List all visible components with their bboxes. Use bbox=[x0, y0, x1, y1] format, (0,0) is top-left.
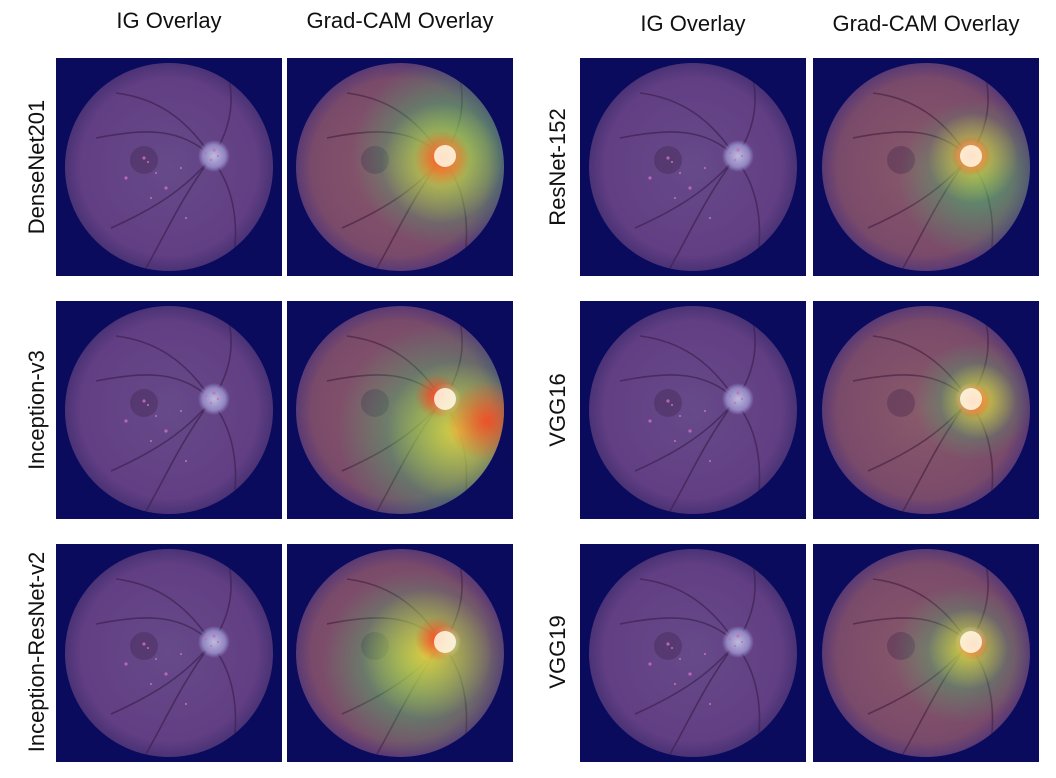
header-gradcam-overlay-right: Grad-CAM Overlay bbox=[832, 11, 1020, 36]
model-label-inception-resnet-v2: Inception-ResNet-v2 bbox=[24, 551, 49, 753]
gradcam-overlay-image-densenet201 bbox=[287, 58, 513, 276]
model-label-densenet201: DenseNet201 bbox=[24, 99, 49, 235]
gradcam-overlay-image-inception-resnet-v2 bbox=[287, 544, 513, 762]
ig-overlay-image-densenet201 bbox=[56, 58, 282, 276]
gradcam-overlay-image-vgg16 bbox=[813, 301, 1039, 519]
ig-overlay-image-resnet-152 bbox=[580, 58, 806, 276]
model-label-vgg16: VGG16 bbox=[545, 373, 570, 447]
ig-overlay-image-inception-resnet-v2 bbox=[56, 544, 282, 762]
header-ig-overlay-left: IG Overlay bbox=[116, 8, 222, 33]
model-label-resnet-152: ResNet-152 bbox=[545, 108, 570, 226]
ig-overlay-image-inception-v3 bbox=[56, 301, 282, 519]
gradcam-overlay-image-vgg19 bbox=[813, 544, 1039, 762]
ig-overlay-image-vgg16 bbox=[580, 301, 806, 519]
model-label-vgg19: VGG19 bbox=[545, 615, 570, 689]
gradcam-overlay-image-resnet-152 bbox=[813, 58, 1039, 276]
gradcam-overlay-image-inception-v3 bbox=[287, 301, 513, 519]
header-gradcam-overlay-left: Grad-CAM Overlay bbox=[306, 8, 494, 33]
model-label-inception-v3: Inception-v3 bbox=[24, 350, 49, 470]
ig-overlay-image-vgg19 bbox=[580, 544, 806, 762]
header-ig-overlay-right: IG Overlay bbox=[640, 11, 746, 36]
